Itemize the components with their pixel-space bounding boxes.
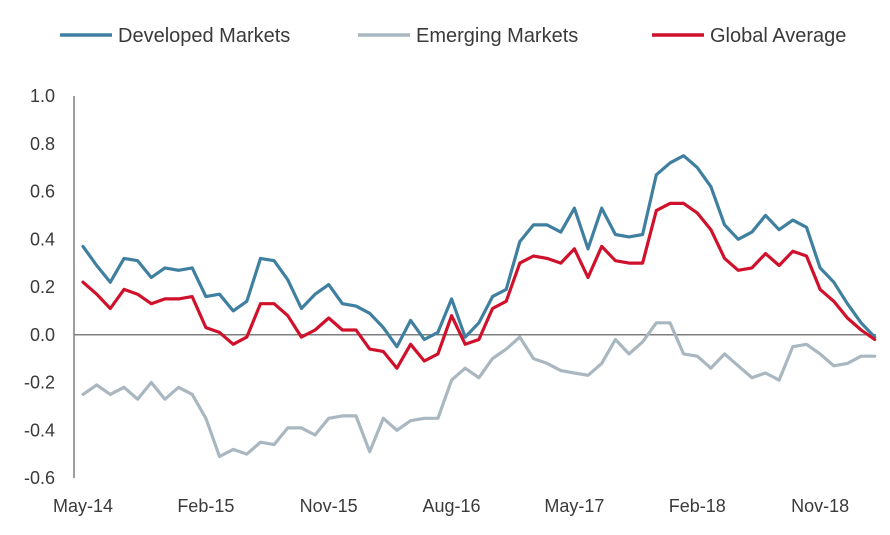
y-tick-label: -0.2: [24, 373, 55, 393]
x-tick-label: Feb-15: [177, 496, 234, 516]
series-line-developed-markets: [81, 154, 877, 349]
series-lines: [81, 154, 877, 459]
y-tick-label: 0.0: [30, 325, 55, 345]
x-tick-label: Feb-18: [669, 496, 726, 516]
x-tick-label: Aug-16: [423, 496, 481, 516]
series-line-emerging-markets: [81, 321, 877, 459]
y-tick-label: 0.6: [30, 182, 55, 202]
y-tick-label: 1.0: [30, 86, 55, 106]
legend-label-emerging-markets: Emerging Markets: [416, 25, 578, 47]
y-tick-label: 0.8: [30, 134, 55, 154]
y-tick-label: -0.6: [24, 468, 55, 488]
y-tick-label: -0.4: [24, 420, 55, 440]
y-axis-tick-labels: 1.0 0.8 0.6 0.4 0.2 0.0 -0.2 -0.4 -0.6: [24, 86, 55, 488]
x-tick-label: May-17: [544, 496, 604, 516]
x-tick-label: Nov-15: [300, 496, 358, 516]
x-tick-label: Nov-18: [791, 496, 849, 516]
series-line-global-average: [81, 201, 877, 370]
y-tick-label: 0.2: [30, 277, 55, 297]
legend: Developed Markets Emerging Markets Global …: [60, 25, 846, 47]
legend-label-developed-markets: Developed Markets: [118, 25, 290, 47]
x-axis-tick-labels: May-14 Feb-15 Nov-15 Aug-16 May-17 Feb-18 Nov-…: [53, 496, 849, 516]
legend-label-global-average: Global Average: [710, 25, 846, 47]
y-tick-label: 0.4: [30, 229, 55, 249]
x-tick-label: May-14: [53, 496, 113, 516]
